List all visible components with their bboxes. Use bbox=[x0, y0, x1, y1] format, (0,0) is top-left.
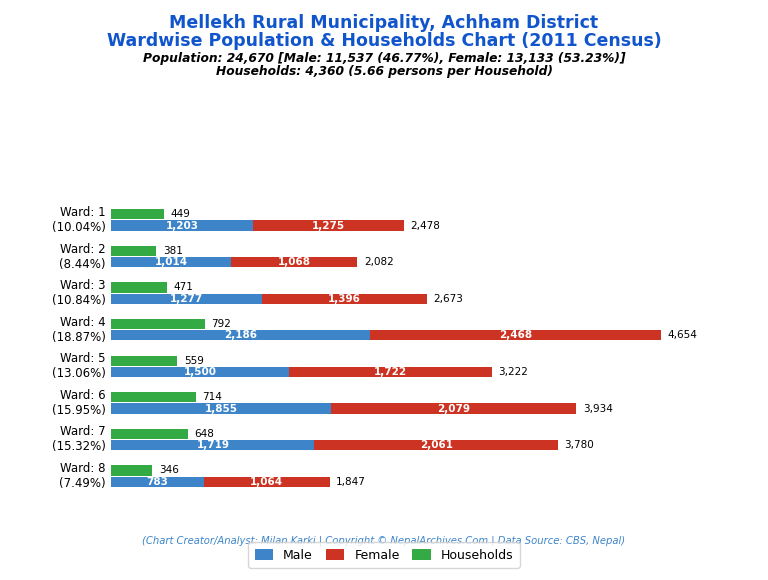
Bar bbox=[330, 404, 576, 414]
Text: Mellekh Rural Municipality, Achham District: Mellekh Rural Municipality, Achham Distr… bbox=[170, 14, 598, 32]
Bar bbox=[369, 330, 661, 340]
Bar bbox=[111, 367, 289, 377]
Bar bbox=[289, 367, 492, 377]
Text: 1,500: 1,500 bbox=[184, 367, 217, 377]
Text: 3,222: 3,222 bbox=[498, 367, 528, 377]
Text: 2,673: 2,673 bbox=[434, 293, 464, 304]
Text: 2,079: 2,079 bbox=[437, 404, 470, 414]
Text: 648: 648 bbox=[194, 429, 214, 439]
Bar bbox=[262, 293, 427, 304]
Bar bbox=[314, 440, 558, 450]
Text: 1,277: 1,277 bbox=[170, 293, 204, 304]
Bar bbox=[111, 246, 157, 256]
Text: 1,719: 1,719 bbox=[197, 440, 230, 450]
Text: 1,068: 1,068 bbox=[278, 257, 311, 267]
Text: 449: 449 bbox=[171, 209, 190, 219]
Text: 714: 714 bbox=[202, 392, 222, 403]
Bar bbox=[111, 465, 152, 476]
Text: (Chart Creator/Analyst: Milan Karki | Copyright © NepalArchives.Com | Data Sourc: (Chart Creator/Analyst: Milan Karki | Co… bbox=[142, 535, 626, 546]
Text: 783: 783 bbox=[147, 477, 168, 487]
Bar bbox=[111, 404, 330, 414]
Bar bbox=[111, 293, 262, 304]
Text: 1,203: 1,203 bbox=[166, 220, 199, 231]
Text: 1,847: 1,847 bbox=[336, 477, 366, 487]
Bar bbox=[111, 257, 231, 267]
Text: Households: 4,360 (5.66 persons per Household): Households: 4,360 (5.66 persons per Hous… bbox=[216, 65, 552, 78]
Bar bbox=[111, 356, 177, 366]
Legend: Male, Female, Households: Male, Female, Households bbox=[248, 542, 520, 568]
Text: 2,186: 2,186 bbox=[224, 331, 257, 340]
Text: 1,275: 1,275 bbox=[313, 220, 346, 231]
Text: 381: 381 bbox=[163, 246, 183, 256]
Text: Wardwise Population & Households Chart (2011 Census): Wardwise Population & Households Chart (… bbox=[107, 32, 661, 50]
Bar bbox=[111, 330, 369, 340]
Text: 2,478: 2,478 bbox=[411, 220, 441, 231]
Text: 2,061: 2,061 bbox=[420, 440, 452, 450]
Text: 2,468: 2,468 bbox=[499, 331, 532, 340]
Bar bbox=[111, 209, 164, 219]
Bar bbox=[204, 477, 329, 487]
Text: 1,014: 1,014 bbox=[154, 257, 188, 267]
Text: 1,722: 1,722 bbox=[374, 367, 407, 377]
Text: 4,654: 4,654 bbox=[667, 331, 697, 340]
Text: 2,082: 2,082 bbox=[364, 257, 394, 267]
Text: 792: 792 bbox=[211, 319, 231, 329]
Text: 1,064: 1,064 bbox=[250, 477, 283, 487]
Bar bbox=[111, 429, 188, 439]
Bar bbox=[111, 440, 314, 450]
Bar bbox=[231, 257, 357, 267]
Text: 3,780: 3,780 bbox=[564, 440, 594, 450]
Bar bbox=[111, 220, 253, 231]
Text: Population: 24,670 [Male: 11,537 (46.77%), Female: 13,133 (53.23%)]: Population: 24,670 [Male: 11,537 (46.77%… bbox=[143, 52, 625, 65]
Text: 1,855: 1,855 bbox=[204, 404, 237, 414]
Bar bbox=[111, 392, 196, 403]
Text: 1,396: 1,396 bbox=[328, 293, 361, 304]
Text: 471: 471 bbox=[174, 282, 194, 292]
Text: 3,934: 3,934 bbox=[583, 404, 613, 414]
Bar bbox=[111, 319, 205, 329]
Bar bbox=[253, 220, 404, 231]
Text: 346: 346 bbox=[159, 465, 179, 476]
Bar bbox=[111, 477, 204, 487]
Bar bbox=[111, 282, 167, 292]
Text: 559: 559 bbox=[184, 356, 204, 365]
